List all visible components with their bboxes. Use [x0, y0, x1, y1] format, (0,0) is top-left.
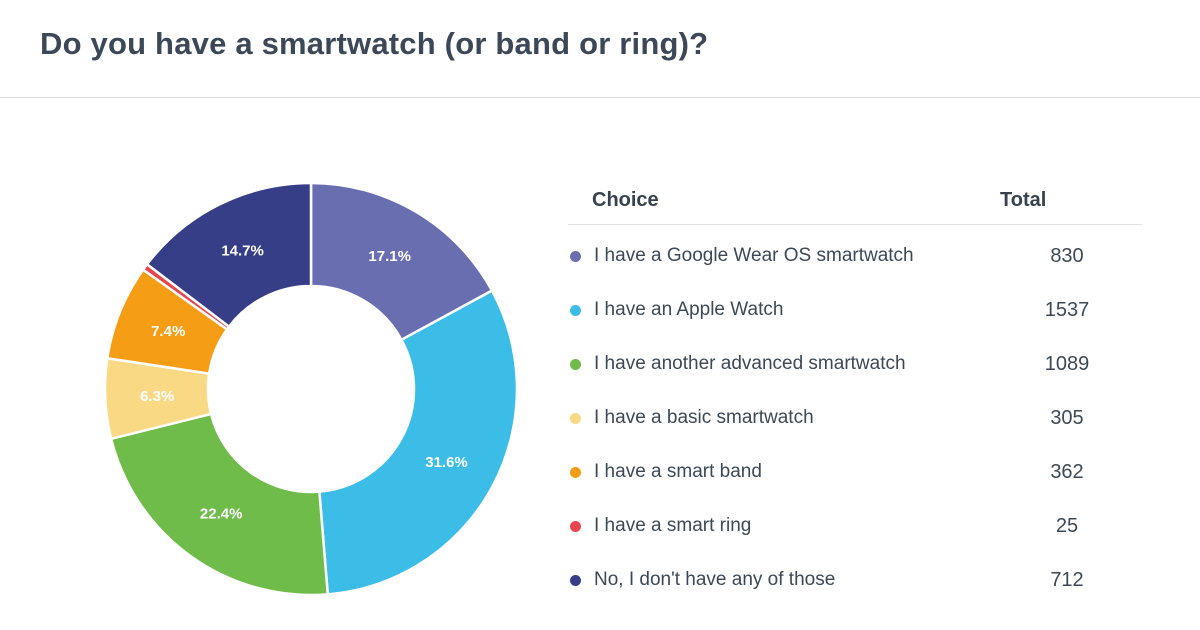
- total-value: 1089: [1044, 352, 1090, 375]
- donut-segment-3: [109, 412, 330, 597]
- choice-label: No, I don't have any of those: [594, 569, 836, 590]
- column-header-choice: Choice: [592, 188, 659, 211]
- total-value: 25: [1055, 514, 1079, 537]
- page-header: Do you have a smartwatch (or band or rin…: [0, 0, 1200, 64]
- legend-dot-icon: [570, 574, 581, 586]
- legend-dot-icon: [570, 412, 581, 424]
- donut-segment-1: [309, 181, 494, 342]
- table-row: I have a smart ring 25: [568, 499, 1142, 553]
- table-row: I have a smart band 362: [568, 445, 1142, 499]
- legend-dot-icon: [570, 250, 581, 262]
- donut-percent-label: 22.4%: [200, 506, 243, 523]
- table-row: I have a basic smartwatch 305: [568, 391, 1142, 445]
- poll-question-title: Do you have a smartwatch (or band or rin…: [40, 26, 709, 61]
- results-table: Choice Total I have a Google Wear OS sma…: [568, 176, 1142, 607]
- legend-dot-icon: [570, 358, 581, 370]
- donut-chart-svg: 17.1% 31.6% 22.4% 6.3% 7.4% 14.7%: [103, 181, 519, 597]
- table-row: I have another advanced smartwatch 1089: [568, 337, 1142, 391]
- table-row: No, I don't have any of those 712: [568, 553, 1142, 607]
- donut-segment-2: [318, 289, 519, 596]
- total-value: 362: [1050, 460, 1084, 483]
- total-value: 712: [1050, 568, 1084, 591]
- choice-label: I have an Apple Watch: [594, 299, 784, 320]
- donut-segment-7: [145, 181, 313, 328]
- legend-dot-icon: [570, 304, 581, 316]
- donut-percent-label: 17.1%: [368, 248, 411, 265]
- table-header-divider: [568, 224, 1142, 225]
- legend-dot-icon: [570, 520, 581, 532]
- table-header-row: Choice Total: [568, 176, 1142, 224]
- choice-label: I have a smart ring: [594, 515, 752, 536]
- total-value: 1537: [1044, 298, 1090, 321]
- total-value: 305: [1050, 406, 1084, 429]
- header-divider: [0, 97, 1200, 98]
- donut-percent-label: 14.7%: [221, 243, 264, 260]
- choice-label: I have a smart band: [594, 461, 762, 482]
- table-row: I have a Google Wear OS smartwatch 830: [568, 229, 1142, 283]
- column-header-total: Total: [1000, 188, 1047, 211]
- donut-percent-label: 7.4%: [151, 323, 185, 340]
- choice-label: I have another advanced smartwatch: [594, 353, 906, 374]
- legend-dot-icon: [570, 466, 581, 478]
- donut-chart: 17.1% 31.6% 22.4% 6.3% 7.4% 14.7%: [101, 179, 521, 599]
- choice-label: I have a Google Wear OS smartwatch: [594, 245, 914, 266]
- choice-label: I have a basic smartwatch: [594, 407, 814, 428]
- table-row: I have an Apple Watch 1537: [568, 283, 1142, 337]
- donut-percent-label: 31.6%: [425, 454, 468, 471]
- table-body: I have a Google Wear OS smartwatch 830 I h…: [568, 225, 1142, 607]
- total-value: 830: [1050, 244, 1084, 267]
- donut-percent-label: 6.3%: [140, 388, 174, 405]
